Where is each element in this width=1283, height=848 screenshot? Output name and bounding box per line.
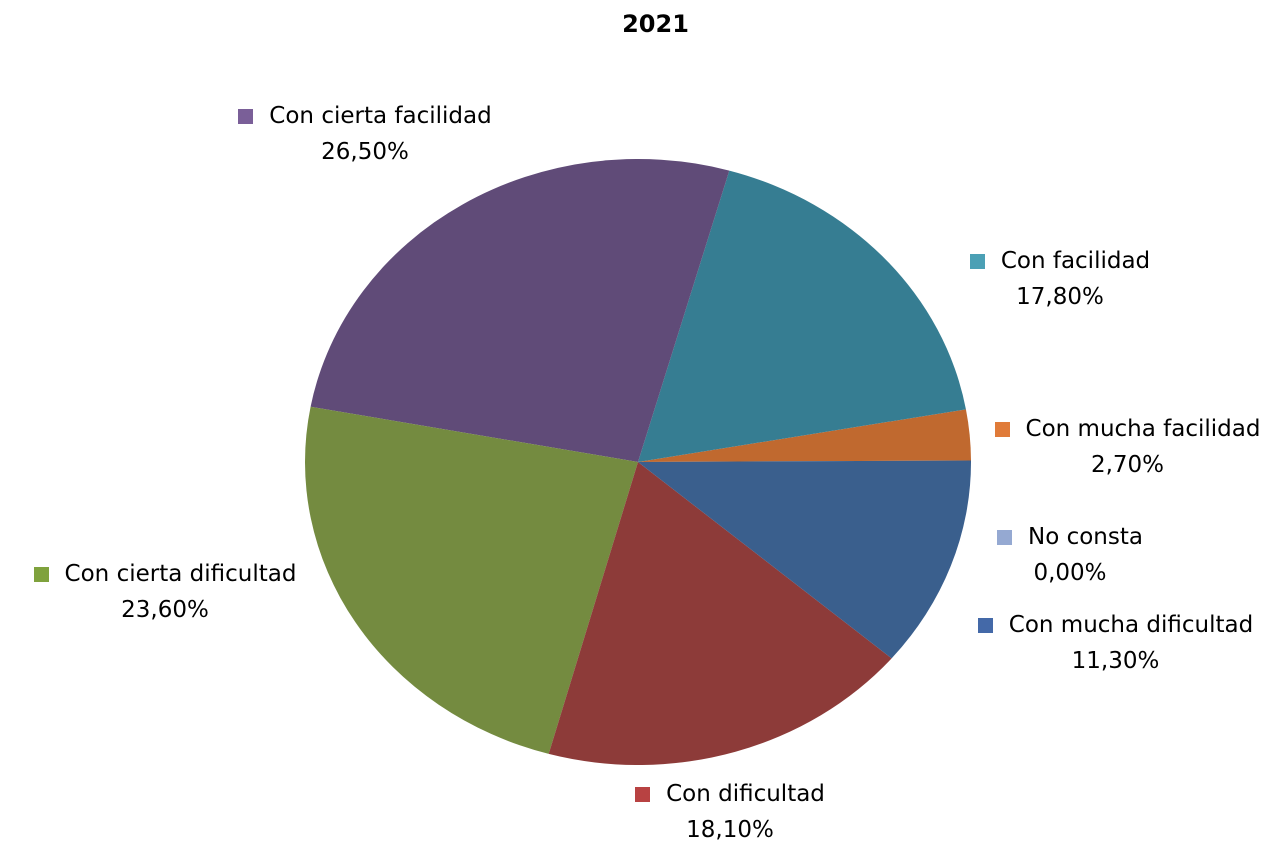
slice-label-con-mucha-facilidad: Con mucha facilidad 2,70% [975,411,1280,483]
slice-value: 2,70% [1090,452,1165,478]
slice-label-no-consta: No consta 0,00% [970,519,1170,591]
slice-name: Con cierta dificultad [64,561,297,587]
pie-slice-con-cierta-dificultad [305,406,638,754]
pie-slice-con-dificultad [548,462,892,765]
legend-swatch [997,529,1012,545]
slice-name: Con mucha facilidad [1025,416,1261,442]
slice-value: 26,50% [321,139,409,165]
slice-label-con-mucha-dificultad: Con mucha dificultad 11,30% [953,607,1278,679]
legend-swatch [994,421,1010,437]
slice-name: Con dificultad [666,781,825,807]
pie-slice-con-mucha-facilidad [638,409,971,462]
slice-value: 11,30% [1071,648,1160,674]
slice-label-con-dificultad: Con dificultad 18,10% [600,776,860,848]
legend-swatch [969,253,985,269]
slice-name: Con mucha dificultad [1008,612,1254,638]
pie-slice-con-mucha-dificultad [638,460,971,659]
slice-name: Con facilidad [1000,248,1151,274]
slice-value: 18,10% [686,817,774,843]
slice-label-con-cierta-facilidad: Con cierta facilidad 26,50% [210,98,520,170]
legend-swatch [238,108,254,124]
slice-label-con-cierta-dificultad: Con cierta dificultad 23,60% [5,556,325,628]
legend-swatch [635,786,651,802]
slice-value: 0,00% [1033,560,1107,586]
slice-value: 23,60% [121,597,209,623]
pie-slice-con-cierta-facilidad [310,159,730,462]
slice-name: Con cierta facilidad [269,103,492,129]
slice-value: 17,80% [1016,284,1104,310]
pie-slice-con-facilidad [638,170,966,462]
legend-swatch [33,566,49,582]
chart-title: 2021 [622,10,689,38]
legend-swatch [977,617,993,633]
slice-name: No consta [1028,524,1143,550]
slice-label-con-facilidad: Con facilidad 17,80% [940,243,1180,315]
